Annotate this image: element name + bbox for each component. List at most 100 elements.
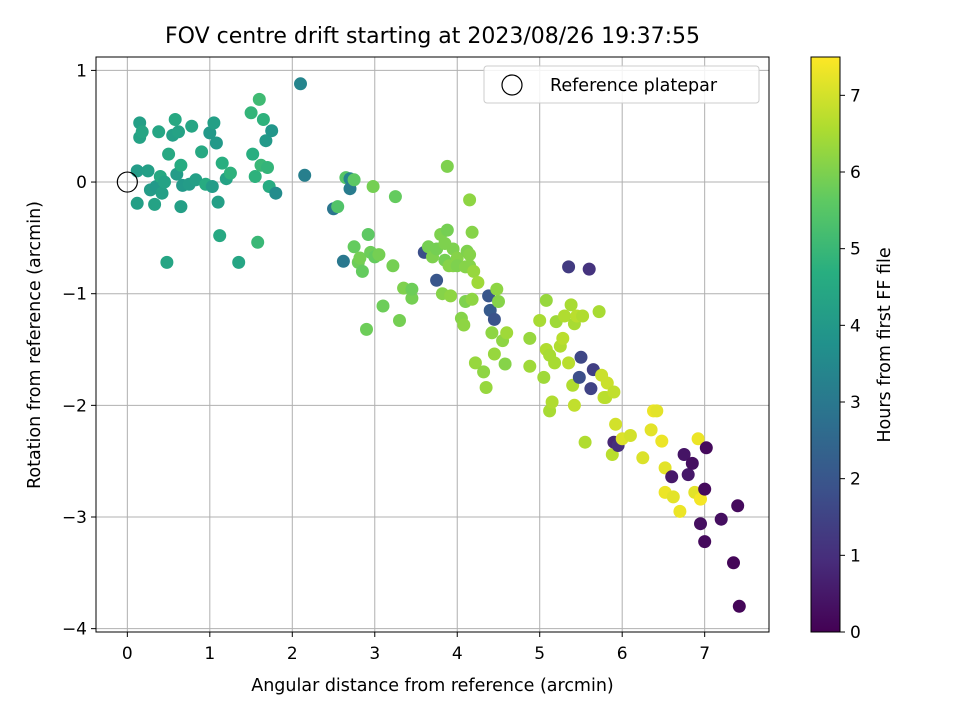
- data-point: [440, 223, 454, 237]
- data-point: [582, 262, 596, 276]
- data-point: [223, 166, 237, 180]
- data-point: [492, 295, 505, 308]
- data-point: [574, 350, 588, 364]
- data-point: [584, 382, 598, 396]
- data-point: [246, 147, 260, 161]
- data-point: [572, 370, 586, 384]
- data-point: [444, 289, 458, 303]
- data-point: [485, 326, 499, 340]
- data-point: [185, 119, 199, 133]
- data-point: [607, 385, 621, 399]
- data-point: [487, 347, 501, 361]
- data-point: [609, 417, 623, 431]
- y-tick-label: −4: [62, 620, 87, 640]
- data-point: [155, 186, 169, 200]
- colorbar-gradient: [810, 56, 841, 633]
- data-point: [393, 314, 406, 327]
- data-point: [372, 248, 386, 262]
- data-point: [523, 331, 537, 345]
- data-point: [135, 125, 149, 139]
- y-tick-label: −1: [62, 285, 87, 305]
- data-point: [558, 309, 571, 323]
- data-point: [523, 359, 537, 373]
- data-point: [158, 175, 171, 189]
- data-point: [539, 293, 553, 307]
- data-point: [567, 398, 581, 412]
- data-point: [215, 156, 229, 170]
- data-point: [232, 255, 246, 269]
- data-point: [386, 259, 400, 273]
- legend-marker-icon: [501, 74, 523, 96]
- y-axis-label: Rotation from reference (arcmin): [25, 201, 45, 489]
- data-point: [658, 461, 672, 475]
- x-tick-label: 3: [369, 644, 380, 664]
- reference-marker: [116, 171, 138, 193]
- data-point: [564, 298, 578, 312]
- data-point: [189, 173, 203, 187]
- data-point: [562, 356, 576, 370]
- x-tick-label: 0: [122, 644, 133, 664]
- data-point: [353, 251, 367, 265]
- data-point: [213, 229, 227, 243]
- data-point: [698, 535, 712, 549]
- y-tick-label: 0: [76, 173, 87, 193]
- legend-box: [483, 65, 760, 104]
- data-point: [261, 161, 274, 174]
- x-tick-label: 2: [287, 644, 298, 664]
- data-point: [500, 326, 514, 340]
- data-point: [463, 248, 477, 262]
- data-point: [636, 451, 650, 465]
- data-point: [655, 434, 669, 448]
- data-point: [148, 197, 162, 211]
- colorbar-tick-label: 1: [850, 546, 861, 566]
- data-point: [714, 512, 728, 526]
- data-point: [698, 482, 712, 496]
- data-point: [195, 145, 209, 159]
- x-axis-label: Angular distance from reference (arcmin): [251, 676, 614, 696]
- data-point: [479, 381, 493, 394]
- data-point: [600, 376, 614, 390]
- data-point: [665, 470, 679, 484]
- data-point: [623, 429, 637, 442]
- data-point: [694, 517, 707, 531]
- colorbar: 0 1 2 3 4 5 6 7 Hours from first FF file: [810, 56, 895, 643]
- data-point: [727, 556, 740, 570]
- y-axis-ticks: −4 −3 −2 −1 0 1: [62, 61, 96, 640]
- colorbar-ticks: 0 1 2 3 4 5 6 7: [840, 86, 861, 643]
- x-tick-label: 1: [204, 644, 215, 664]
- data-points: [130, 77, 746, 613]
- data-point: [347, 173, 361, 187]
- legend-entry-reference-platepar: Reference platepar: [550, 76, 718, 96]
- data-point: [405, 282, 419, 296]
- data-point: [162, 147, 176, 161]
- data-point: [487, 312, 501, 326]
- data-point: [471, 276, 485, 289]
- data-point: [366, 180, 380, 193]
- data-point: [252, 92, 266, 106]
- data-point: [681, 468, 695, 482]
- data-point: [388, 190, 402, 204]
- data-point: [259, 134, 273, 148]
- data-point: [498, 357, 512, 371]
- colorbar-tick-label: 4: [850, 316, 861, 336]
- chart-title: FOV centre drift starting at 2023/08/26 …: [165, 24, 700, 49]
- data-point: [465, 292, 479, 306]
- data-point: [430, 273, 444, 287]
- data-point: [141, 164, 155, 178]
- data-point: [331, 200, 345, 214]
- y-tick-label: −2: [62, 396, 87, 416]
- grid-lines: [96, 57, 769, 632]
- data-point: [203, 126, 217, 140]
- data-point: [490, 282, 504, 296]
- legend: Reference platepar: [483, 65, 760, 104]
- data-point: [172, 125, 185, 139]
- data-point: [699, 441, 713, 455]
- data-point: [592, 305, 606, 319]
- data-point: [361, 228, 375, 241]
- data-point: [168, 113, 182, 126]
- data-point: [677, 448, 691, 461]
- data-point: [174, 158, 188, 172]
- data-point: [732, 599, 746, 613]
- data-point: [691, 432, 705, 446]
